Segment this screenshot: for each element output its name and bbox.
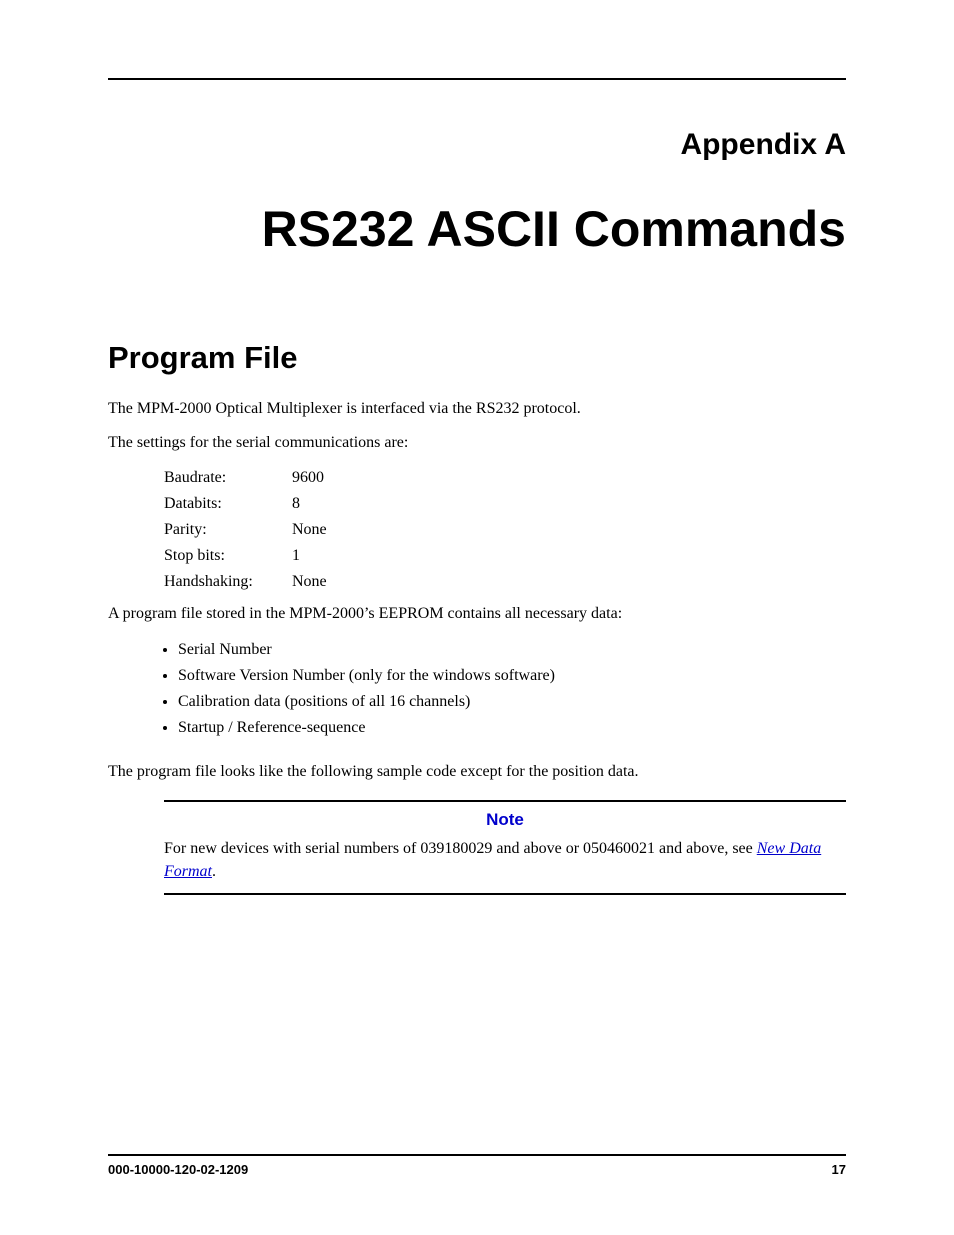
intro-paragraph-1: The MPM-2000 Optical Multiplexer is inte…: [108, 398, 846, 420]
header-rule: [108, 78, 846, 80]
after-bullets-paragraph: The program file looks like the followin…: [108, 761, 846, 783]
note-body-suffix: .: [212, 863, 216, 880]
note-body-prefix: For new devices with serial numbers of 0…: [164, 840, 757, 857]
bullet-list: Serial Number Software Version Number (o…: [150, 637, 846, 741]
setting-label: Handshaking:: [164, 569, 292, 595]
setting-value: 9600: [292, 465, 327, 491]
table-row: Databits: 8: [164, 491, 327, 517]
list-item: Startup / Reference-sequence: [178, 715, 846, 741]
list-item: Software Version Number (only for the wi…: [178, 663, 846, 689]
note-body: For new devices with serial numbers of 0…: [164, 838, 846, 883]
table-row: Handshaking: None: [164, 569, 327, 595]
setting-value: None: [292, 569, 327, 595]
list-item: Serial Number: [178, 637, 846, 663]
note-heading: Note: [164, 810, 846, 830]
table-row: Stop bits: 1: [164, 543, 327, 569]
setting-value: 1: [292, 543, 327, 569]
setting-value: None: [292, 517, 327, 543]
setting-label: Stop bits:: [164, 543, 292, 569]
footer-doc-id: 000-10000-120-02-1209: [108, 1162, 248, 1177]
table-row: Baudrate: 9600: [164, 465, 327, 491]
setting-label: Databits:: [164, 491, 292, 517]
page-footer: 000-10000-120-02-1209 17: [108, 1154, 846, 1177]
intro-paragraph-2: The settings for the serial communicatio…: [108, 432, 846, 454]
page-title: RS232 ASCII Commands: [108, 200, 846, 258]
note-block: Note For new devices with serial numbers…: [164, 800, 846, 895]
list-item: Calibration data (positions of all 16 ch…: [178, 689, 846, 715]
footer-page-number: 17: [832, 1162, 846, 1177]
setting-label: Baudrate:: [164, 465, 292, 491]
after-settings-paragraph: A program file stored in the MPM-2000’s …: [108, 603, 846, 625]
setting-value: 8: [292, 491, 327, 517]
document-page: Appendix A RS232 ASCII Commands Program …: [0, 0, 954, 1235]
setting-label: Parity:: [164, 517, 292, 543]
settings-table: Baudrate: 9600 Databits: 8 Parity: None …: [164, 465, 327, 595]
appendix-label: Appendix A: [108, 128, 846, 162]
section-heading: Program File: [108, 340, 846, 376]
table-row: Parity: None: [164, 517, 327, 543]
